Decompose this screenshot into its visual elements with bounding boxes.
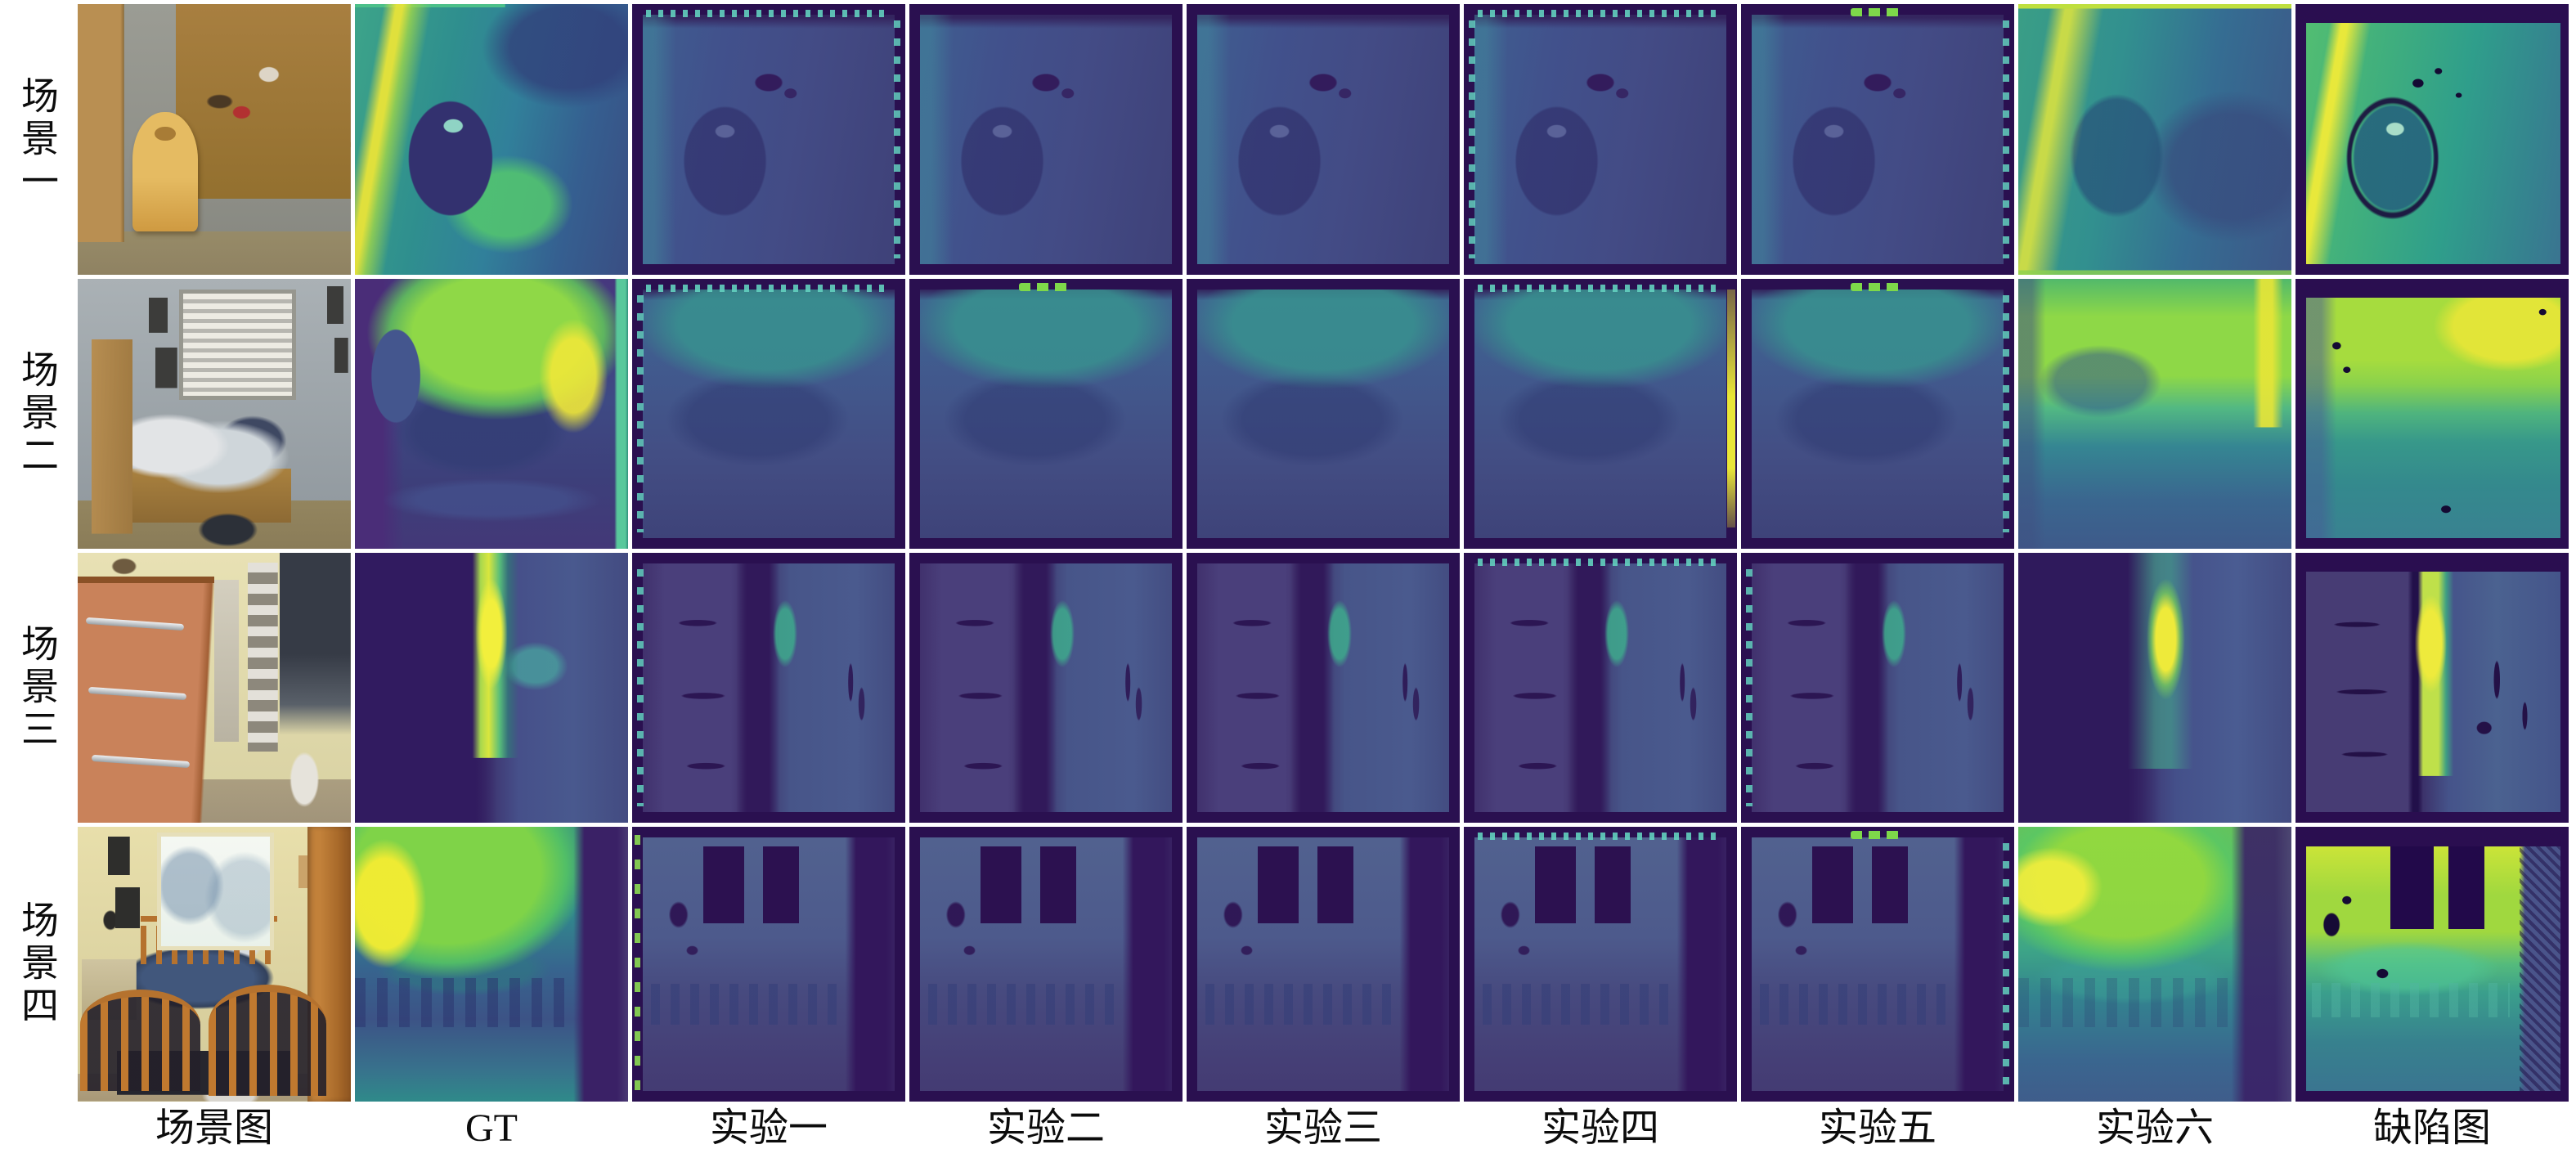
tile-scene1-exp3 (1187, 4, 1460, 275)
column-label-exp3: 实验三 (1263, 1106, 1382, 1150)
tile-scene2-exp4 (1464, 279, 1737, 549)
tile-scene2-defect (2296, 279, 2569, 549)
column-label-exp2: 实验二 (986, 1106, 1105, 1150)
column-label-exp5: 实验五 (1818, 1106, 1936, 1150)
bed-footboard (209, 984, 326, 1097)
row-label-scene1: 场景一 (16, 75, 58, 204)
defect-map (2306, 572, 2560, 812)
tile-scene1-exp4 (1464, 4, 1737, 275)
drawer-handle (91, 754, 191, 768)
tile-scene2-photo (78, 279, 351, 549)
tile-scene4-exp5 (1741, 827, 2014, 1102)
tile-scene3-defect (2296, 553, 2569, 823)
drawer-handle (85, 617, 185, 631)
tile-scene2-exp5 (1741, 279, 2014, 549)
tile-scene3-gt (355, 553, 628, 823)
defect-hole (2390, 846, 2434, 930)
column-label-scene: 场景图 (155, 1106, 273, 1150)
tile-scene1-exp1 (632, 4, 905, 275)
tile-scene3-exp1 (632, 553, 905, 823)
tile-scene4-photo (78, 827, 351, 1102)
tile-scene2-exp6 (2018, 279, 2291, 549)
tile-scene4-exp3 (1187, 827, 1460, 1102)
tile-scene1-defect (2296, 4, 2569, 275)
tile-scene1-exp5 (1741, 4, 2014, 275)
tile-scene3-exp3 (1187, 553, 1460, 823)
row-label-scene4: 场景四 (16, 900, 58, 1028)
column-label-gt: GT (465, 1106, 518, 1150)
defect-map (2306, 298, 2560, 538)
tile-scene4-defect (2296, 827, 2569, 1102)
window-blinds (178, 290, 297, 401)
tile-scene3-exp6 (2018, 553, 2291, 823)
tile-scene3-exp2 (909, 553, 1183, 823)
bed-footboard (80, 990, 201, 1091)
tile-scene2-gt (355, 279, 628, 549)
tile-scene1-photo (78, 4, 351, 275)
column-label-exp4: 实验四 (1541, 1106, 1659, 1150)
tile-scene3-exp4 (1464, 553, 1737, 823)
row-label-scene3: 场景三 (16, 624, 58, 752)
column-label-exp6: 实验六 (2095, 1106, 2214, 1150)
tile-scene1-gt (355, 4, 628, 275)
bed-railing-silhouette (2018, 977, 2237, 1028)
defect-map (2306, 23, 2560, 264)
tile-scene3-photo (78, 553, 351, 823)
drawer-handle (88, 687, 187, 701)
tile-scene4-exp6 (2018, 827, 2291, 1102)
defect-hole (2448, 846, 2484, 930)
chair-shape (132, 112, 198, 232)
tile-scene2-exp2 (909, 279, 1183, 549)
tile-scene2-exp1 (632, 279, 905, 549)
bed-railing-silhouette (355, 977, 574, 1028)
bed-railing-silhouette (2311, 982, 2510, 1017)
tile-scene1-exp2 (909, 4, 1183, 275)
tile-scene4-exp4 (1464, 827, 1737, 1102)
bright-window (156, 832, 275, 951)
row-label-scene2: 场景二 (16, 350, 58, 478)
tile-scene4-exp2 (909, 827, 1183, 1102)
tile-scene1-exp6 (2018, 4, 2291, 275)
defect-map (2306, 846, 2560, 1091)
tile-scene2-exp3 (1187, 279, 1460, 549)
tile-scene4-gt (355, 827, 628, 1102)
tile-scene3-exp5 (1741, 553, 2014, 823)
column-label-defect: 缺陷图 (2372, 1106, 2491, 1150)
tile-scene4-exp1 (632, 827, 905, 1102)
column-label-exp1: 实验一 (709, 1106, 828, 1150)
